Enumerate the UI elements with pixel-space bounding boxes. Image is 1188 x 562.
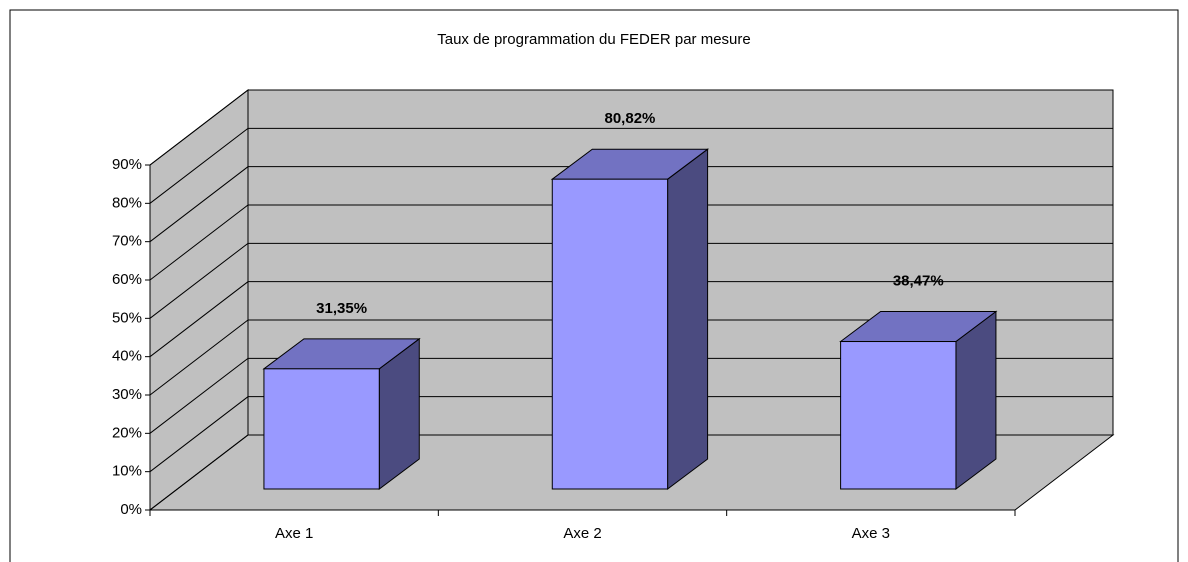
data-label: 31,35% bbox=[316, 300, 367, 317]
bar-side bbox=[667, 148, 709, 490]
grid-line bbox=[149, 89, 1113, 166]
bar-side bbox=[955, 310, 997, 490]
bar bbox=[263, 368, 380, 490]
chart-title: Taux de programmation du FEDER par mesur… bbox=[437, 31, 750, 48]
grid-line bbox=[149, 396, 1113, 473]
x-tick-label: Axe 3 bbox=[852, 525, 890, 542]
y-tick-label: 60% bbox=[112, 271, 142, 288]
y-tick-label: 10% bbox=[112, 463, 142, 480]
grid-line bbox=[149, 357, 1113, 434]
y-tick-label: 80% bbox=[112, 194, 142, 211]
data-label: 38,47% bbox=[893, 273, 944, 290]
y-tick-label: 40% bbox=[112, 348, 142, 365]
y-tick-label: 50% bbox=[112, 309, 142, 326]
grid-line bbox=[149, 242, 1113, 319]
y-tick-label: 0% bbox=[120, 501, 142, 518]
grid-line bbox=[149, 127, 1113, 204]
y-tick-label: 90% bbox=[112, 156, 142, 173]
grid-line bbox=[149, 281, 1113, 358]
y-tick-label: 20% bbox=[112, 424, 142, 441]
x-tick-label: Axe 1 bbox=[275, 525, 313, 542]
y-tick-label: 70% bbox=[112, 233, 142, 250]
grid-line bbox=[149, 319, 1113, 396]
x-tick-label: Axe 2 bbox=[563, 525, 601, 542]
y-tick-label: 30% bbox=[112, 386, 142, 403]
bar bbox=[551, 178, 669, 490]
grid-line bbox=[149, 204, 1113, 281]
data-label: 80,82% bbox=[605, 110, 656, 127]
bar bbox=[840, 341, 957, 490]
chart-border bbox=[9, 9, 1179, 562]
grid-line bbox=[149, 166, 1113, 243]
grid-line bbox=[149, 434, 1113, 511]
